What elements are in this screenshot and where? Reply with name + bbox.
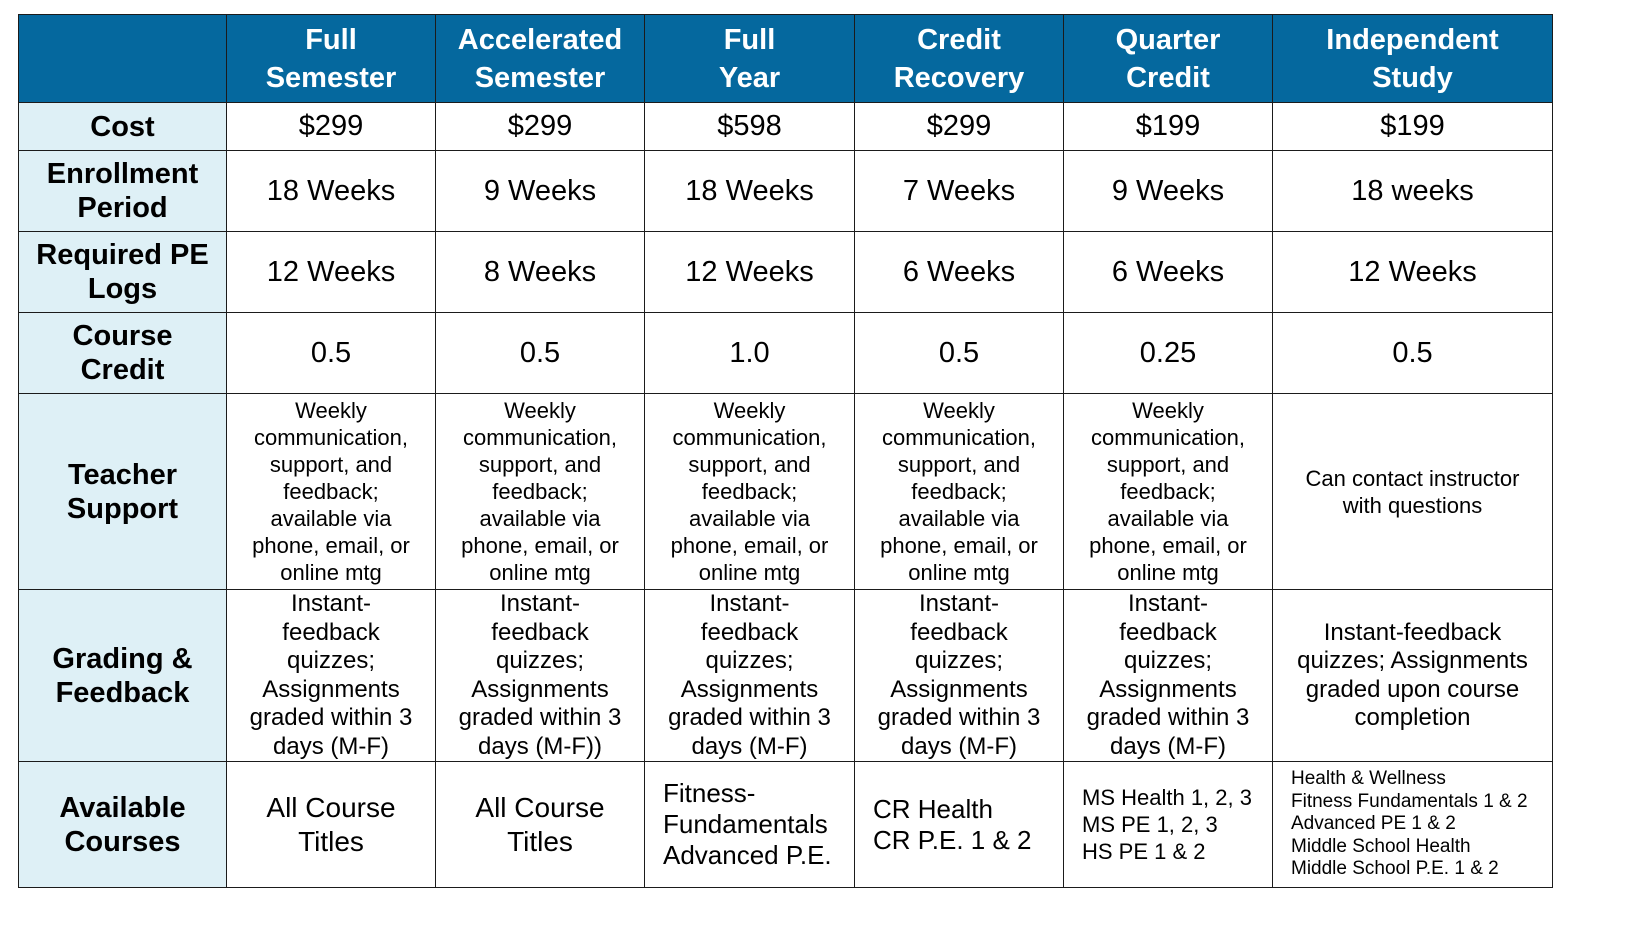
cell-course-credit: 0.5: [435, 312, 645, 394]
cell-enrollment-period: 18 Weeks: [644, 150, 855, 232]
cell-teacher-support: Weekly communication, support, and feedback…: [644, 393, 855, 590]
cell-enrollment-period: 18 weeks: [1272, 150, 1553, 232]
row-enrollment-period: Enrollment Period 18 Weeks 9 Weeks 18 Wee…: [18, 150, 1553, 232]
cell-grading-feedback: Instant-feedback quizzes; Assignments grad…: [1272, 589, 1553, 762]
cell-course-credit: 0.5: [854, 312, 1064, 394]
comparison-table: Full Semester Accelerated Semester Full Yea…: [18, 14, 1553, 888]
cell-required-pe-logs: 6 Weeks: [854, 231, 1064, 313]
cell-enrollment-period: 18 Weeks: [226, 150, 436, 232]
cell-available-courses: All Course Titles: [226, 761, 436, 888]
col-header-full-semester: Full Semester: [226, 14, 436, 103]
cell-teacher-support: Weekly communication, support, and feedback…: [435, 393, 645, 590]
row-label-teacher-support: Teacher Support: [18, 393, 227, 590]
cell-grading-feedback: Instant-feedback quizzes; Assignments grade…: [644, 589, 855, 762]
row-label-enrollment-period: Enrollment Period: [18, 150, 227, 232]
row-label-available-courses: Available Courses: [18, 761, 227, 888]
row-label-course-credit: Course Credit: [18, 312, 227, 394]
row-cost: Cost $299 $299 $598 $299 $199 $199: [18, 102, 1553, 151]
cell-available-courses: Fitness- Fundamentals Advanced P.E.: [644, 761, 855, 888]
header-row: Full Semester Accelerated Semester Full Yea…: [18, 14, 1553, 103]
cell-teacher-support: Weekly communication, support, and feedback…: [854, 393, 1064, 590]
row-label-grading-feedback: Grading & Feedback: [18, 589, 227, 762]
cell-course-credit: 0.25: [1063, 312, 1273, 394]
row-available-courses: Available Courses All Course Titles All Co…: [18, 761, 1553, 888]
cell-available-courses: Health & Wellness Fitness Fundamentals 1 …: [1272, 761, 1553, 888]
cell-cost: $299: [226, 102, 436, 151]
cell-course-credit: 0.5: [226, 312, 436, 394]
col-header-quarter-credit: Quarter Credit: [1063, 14, 1273, 103]
cell-grading-feedback: Instant-feedback quizzes; Assignments grade…: [435, 589, 645, 762]
cell-grading-feedback: Instant-feedback quizzes; Assignments grade…: [1063, 589, 1273, 762]
row-label-cost: Cost: [18, 102, 227, 151]
cell-grading-feedback: Instant-feedback quizzes; Assignments grade…: [226, 589, 436, 762]
col-header-accelerated-semester: Accelerated Semester: [435, 14, 645, 103]
cell-enrollment-period: 7 Weeks: [854, 150, 1064, 232]
col-header-credit-recovery: Credit Recovery: [854, 14, 1064, 103]
col-header-full-year: Full Year: [644, 14, 855, 103]
cell-cost: $598: [644, 102, 855, 151]
row-label-required-pe-logs: Required PE Logs: [18, 231, 227, 313]
row-course-credit: Course Credit 0.5 0.5 1.0 0.5 0.25 0.5: [18, 312, 1553, 394]
row-grading-feedback: Grading & Feedback Instant-feedback quizze…: [18, 589, 1553, 762]
cell-cost: $199: [1272, 102, 1553, 151]
cell-required-pe-logs: 12 Weeks: [644, 231, 855, 313]
row-required-pe-logs: Required PE Logs 12 Weeks 8 Weeks 12 Week…: [18, 231, 1553, 313]
cell-required-pe-logs: 6 Weeks: [1063, 231, 1273, 313]
cell-available-courses: MS Health 1, 2, 3 MS PE 1, 2, 3 HS PE 1 & …: [1063, 761, 1273, 888]
cell-available-courses: All Course Titles: [435, 761, 645, 888]
cell-teacher-support: Weekly communication, support, and feedback…: [226, 393, 436, 590]
cell-cost: $299: [435, 102, 645, 151]
col-header-independent-study: Independent Study: [1272, 14, 1553, 103]
cell-required-pe-logs: 8 Weeks: [435, 231, 645, 313]
cell-course-credit: 1.0: [644, 312, 855, 394]
row-teacher-support: Teacher Support Weekly communication, suppo…: [18, 393, 1553, 590]
cell-available-courses: CR Health CR P.E. 1 & 2: [854, 761, 1064, 888]
cell-required-pe-logs: 12 Weeks: [1272, 231, 1553, 313]
cell-enrollment-period: 9 Weeks: [1063, 150, 1273, 232]
cell-grading-feedback: Instant-feedback quizzes; Assignments grade…: [854, 589, 1064, 762]
corner-cell: [18, 14, 227, 103]
cell-teacher-support: Can contact instructor with questions: [1272, 393, 1553, 590]
cell-required-pe-logs: 12 Weeks: [226, 231, 436, 313]
cell-cost: $299: [854, 102, 1064, 151]
cell-course-credit: 0.5: [1272, 312, 1553, 394]
cell-teacher-support: Weekly communication, support, and feedback…: [1063, 393, 1273, 590]
cell-cost: $199: [1063, 102, 1273, 151]
cell-enrollment-period: 9 Weeks: [435, 150, 645, 232]
